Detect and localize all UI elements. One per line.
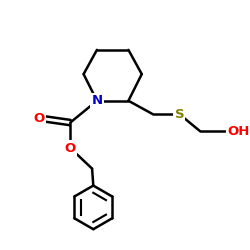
Text: O: O [65,142,76,154]
Text: S: S [174,108,184,120]
Text: O: O [34,112,45,126]
Text: N: N [91,94,102,107]
Text: OH: OH [228,124,250,138]
